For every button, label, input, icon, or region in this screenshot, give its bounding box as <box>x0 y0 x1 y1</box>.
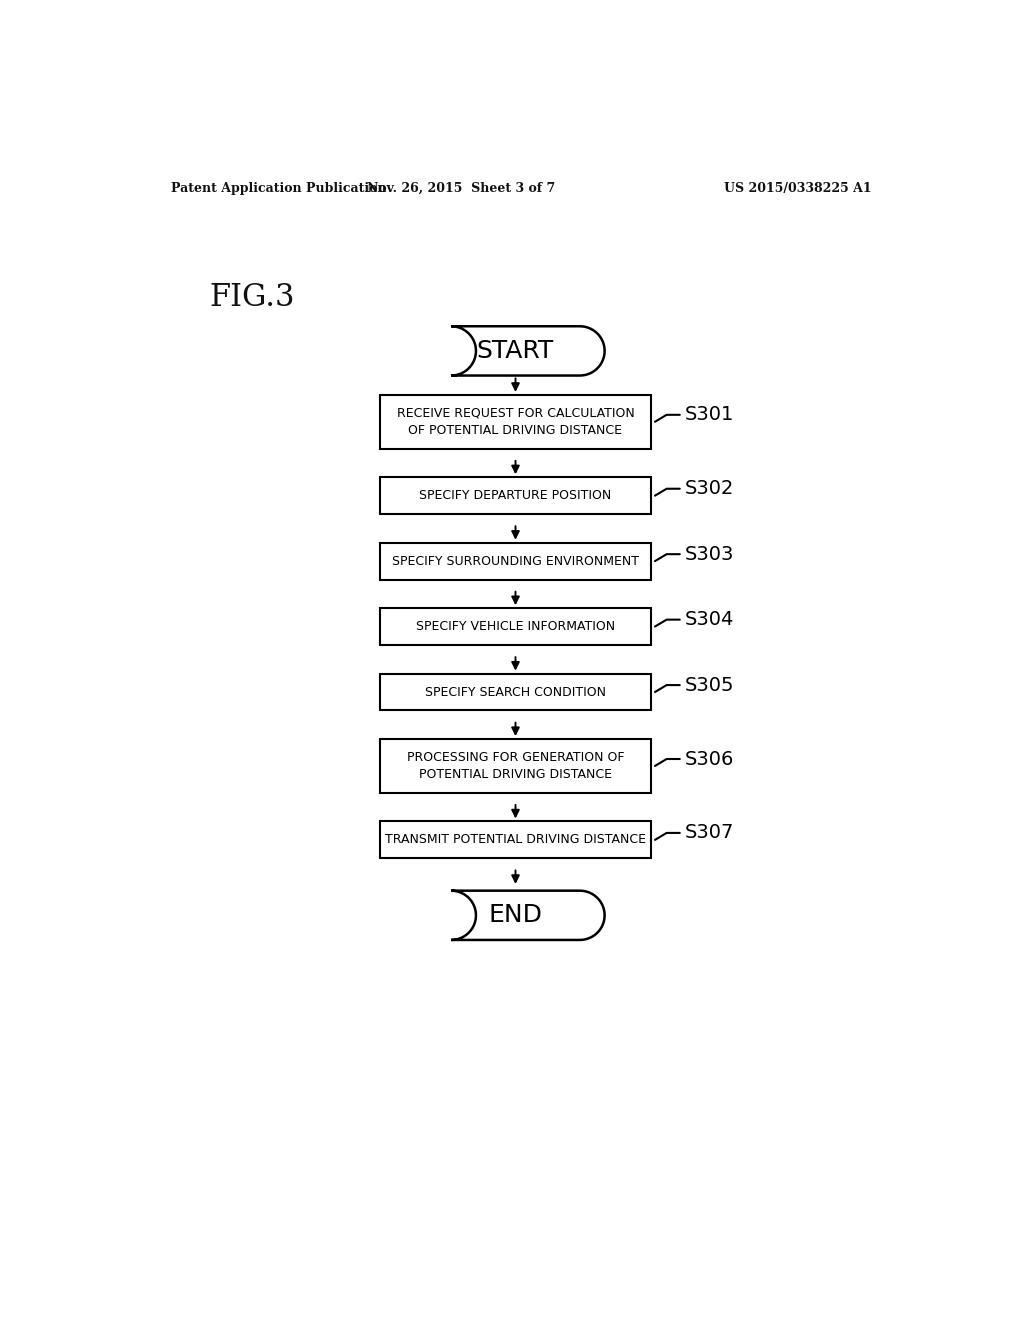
Text: S306: S306 <box>684 750 734 768</box>
Text: RECEIVE REQUEST FOR CALCULATION
OF POTENTIAL DRIVING DISTANCE: RECEIVE REQUEST FOR CALCULATION OF POTEN… <box>396 407 635 437</box>
Text: S305: S305 <box>684 676 734 694</box>
PathPatch shape <box>452 326 604 376</box>
Text: S304: S304 <box>684 610 734 630</box>
Text: TRANSMIT POTENTIAL DRIVING DISTANCE: TRANSMIT POTENTIAL DRIVING DISTANCE <box>385 833 646 846</box>
Bar <box>380 821 651 858</box>
Text: S301: S301 <box>684 405 734 424</box>
Text: Patent Application Publication: Patent Application Publication <box>171 182 386 194</box>
Text: US 2015/0338225 A1: US 2015/0338225 A1 <box>724 182 872 194</box>
Text: START: START <box>477 339 554 363</box>
Text: PROCESSING FOR GENERATION OF
POTENTIAL DRIVING DISTANCE: PROCESSING FOR GENERATION OF POTENTIAL D… <box>407 751 625 781</box>
Text: END: END <box>488 903 543 928</box>
Text: S303: S303 <box>684 545 734 564</box>
Bar <box>380 478 651 515</box>
Text: SPECIFY DEPARTURE POSITION: SPECIFY DEPARTURE POSITION <box>420 490 611 502</box>
Text: SPECIFY SURROUNDING ENVIRONMENT: SPECIFY SURROUNDING ENVIRONMENT <box>392 554 639 568</box>
Text: S302: S302 <box>684 479 734 498</box>
Text: S307: S307 <box>684 824 734 842</box>
Bar <box>380 609 651 645</box>
Bar <box>380 395 651 449</box>
Text: SPECIFY VEHICLE INFORMATION: SPECIFY VEHICLE INFORMATION <box>416 620 615 634</box>
Text: Nov. 26, 2015  Sheet 3 of 7: Nov. 26, 2015 Sheet 3 of 7 <box>368 182 555 194</box>
Bar <box>380 543 651 579</box>
Bar <box>380 673 651 710</box>
Text: FIG.3: FIG.3 <box>209 281 295 313</box>
Text: SPECIFY SEARCH CONDITION: SPECIFY SEARCH CONDITION <box>425 685 606 698</box>
Bar <box>380 739 651 793</box>
PathPatch shape <box>452 891 604 940</box>
